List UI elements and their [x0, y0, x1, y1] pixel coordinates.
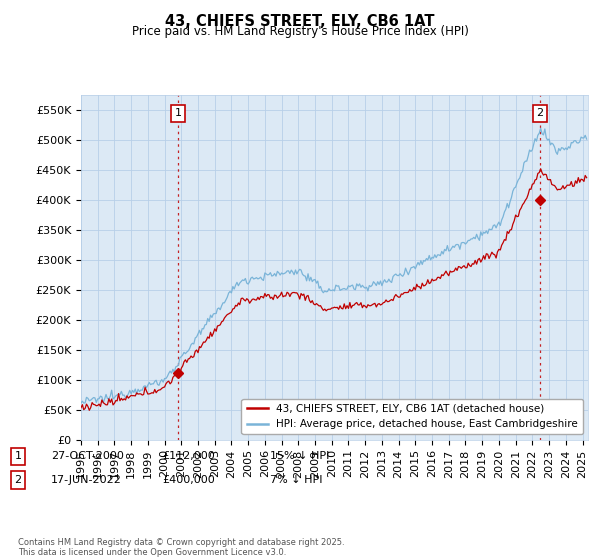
- Text: £112,000: £112,000: [162, 451, 215, 461]
- Text: £400,000: £400,000: [162, 475, 215, 485]
- Text: 1: 1: [14, 451, 22, 461]
- Legend: 43, CHIEFS STREET, ELY, CB6 1AT (detached house), HPI: Average price, detached h: 43, CHIEFS STREET, ELY, CB6 1AT (detache…: [241, 399, 583, 435]
- Text: 2: 2: [536, 108, 544, 118]
- Text: Contains HM Land Registry data © Crown copyright and database right 2025.
This d: Contains HM Land Registry data © Crown c…: [18, 538, 344, 557]
- Text: Price paid vs. HM Land Registry's House Price Index (HPI): Price paid vs. HM Land Registry's House …: [131, 25, 469, 38]
- Text: 7% ↓ HPI: 7% ↓ HPI: [270, 475, 323, 485]
- Text: 1: 1: [175, 108, 182, 118]
- Text: 27-OCT-2000: 27-OCT-2000: [51, 451, 124, 461]
- Text: 17-JUN-2022: 17-JUN-2022: [51, 475, 122, 485]
- Text: 2: 2: [14, 475, 22, 485]
- Text: 15% ↓ HPI: 15% ↓ HPI: [270, 451, 329, 461]
- Text: 43, CHIEFS STREET, ELY, CB6 1AT: 43, CHIEFS STREET, ELY, CB6 1AT: [165, 14, 435, 29]
